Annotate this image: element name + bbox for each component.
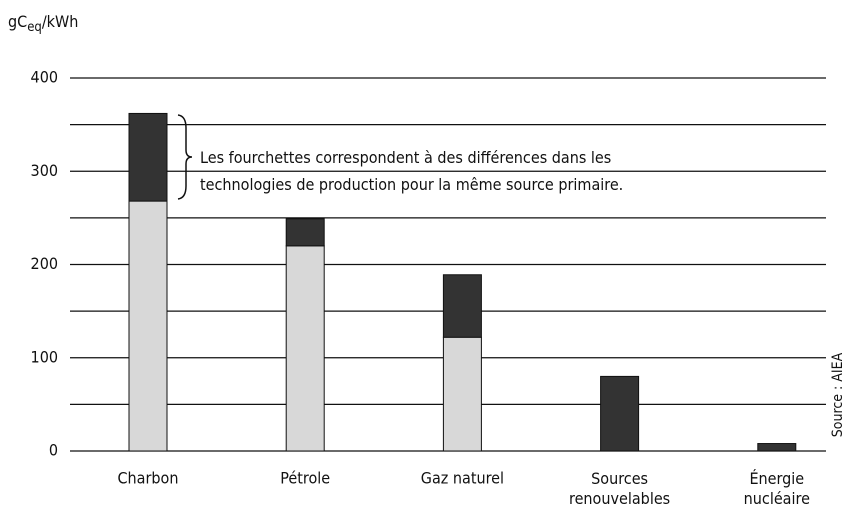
bar-segment [128,112,168,202]
y-tick-label: 200 [31,254,58,273]
annotation: Les fourchettes correspondent à des diff… [200,148,623,194]
y-tick-label: 100 [31,347,58,366]
y-label-part: /kWh [42,12,79,31]
bar-segment [442,274,482,338]
y-label-sub: eq [27,20,42,35]
x-tick-label: Charbon [118,469,179,488]
x-tick-label: Pétrole [280,469,330,488]
source: Source : AIEA [830,352,846,437]
y-label-part: gC [8,12,27,31]
bar-segment [757,443,797,452]
x-tick-label: Gaz naturel [421,469,504,488]
bar-segment [442,336,482,452]
bracket [177,114,193,200]
bar-segment [128,200,168,452]
bar-segment [285,218,325,247]
bar-segment [285,245,325,452]
x-tick-label: Énergie nucléaire [744,469,810,508]
y-axis-label: gCeq/kWh [8,12,78,35]
y-tick-label: 0 [49,441,58,460]
y-tick-label: 300 [31,161,58,180]
y-tick-label: 400 [31,68,58,87]
x-tick-label: Sources renouvelables [569,469,670,508]
bar-segment [600,375,640,452]
